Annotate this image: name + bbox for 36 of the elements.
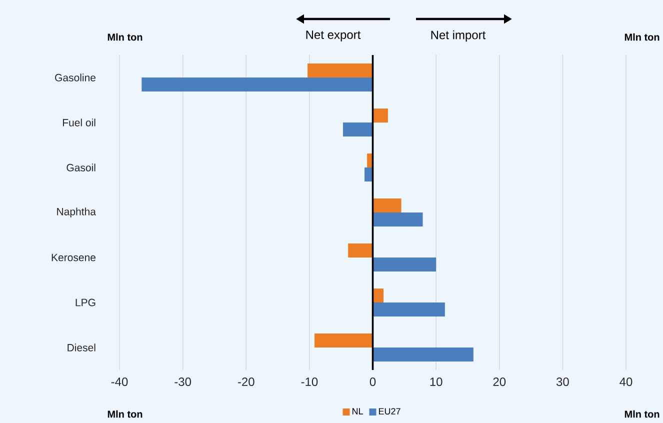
y-tick-label: LPG bbox=[76, 298, 96, 306]
x-tick-label: 10 bbox=[430, 378, 442, 386]
bar bbox=[372, 212, 423, 226]
legend-label: NL bbox=[352, 408, 363, 414]
x-tick-label: 0 bbox=[370, 378, 376, 386]
text: Net import bbox=[431, 30, 486, 42]
text: Mln ton bbox=[108, 410, 142, 418]
bar bbox=[372, 257, 436, 272]
y-tick-label: Fuel oil bbox=[62, 118, 96, 126]
bar bbox=[372, 302, 445, 316]
x-tick-label: -10 bbox=[301, 378, 318, 386]
x-tick-label: -20 bbox=[238, 378, 254, 386]
x-tick-label: 40 bbox=[620, 378, 632, 386]
bar bbox=[372, 288, 384, 303]
bar bbox=[314, 334, 373, 348]
y-tick-label: Naphtha bbox=[57, 208, 96, 218]
y-tick-label: Gasoil bbox=[66, 164, 96, 172]
x-tick-label: 30 bbox=[556, 378, 569, 386]
bar bbox=[308, 64, 373, 78]
x-tick-label: 20 bbox=[493, 378, 506, 386]
text: Mln ton bbox=[624, 410, 660, 418]
y-tick-label: Kerosene bbox=[52, 254, 96, 262]
bar bbox=[142, 77, 373, 92]
y-tick-label: Diesel bbox=[68, 344, 96, 352]
x-tick-label: -40 bbox=[111, 378, 128, 386]
text: Net export bbox=[306, 30, 361, 42]
x-tick-label: -30 bbox=[174, 378, 192, 386]
text: Mln ton bbox=[108, 33, 142, 41]
text: Mln ton bbox=[624, 33, 660, 41]
bar bbox=[343, 122, 373, 136]
legend-label: EU27 bbox=[378, 408, 400, 414]
bar bbox=[372, 108, 388, 123]
bar bbox=[348, 244, 373, 258]
bar bbox=[372, 198, 402, 213]
y-tick-label: Gasoline bbox=[55, 74, 96, 82]
bar bbox=[372, 347, 474, 362]
